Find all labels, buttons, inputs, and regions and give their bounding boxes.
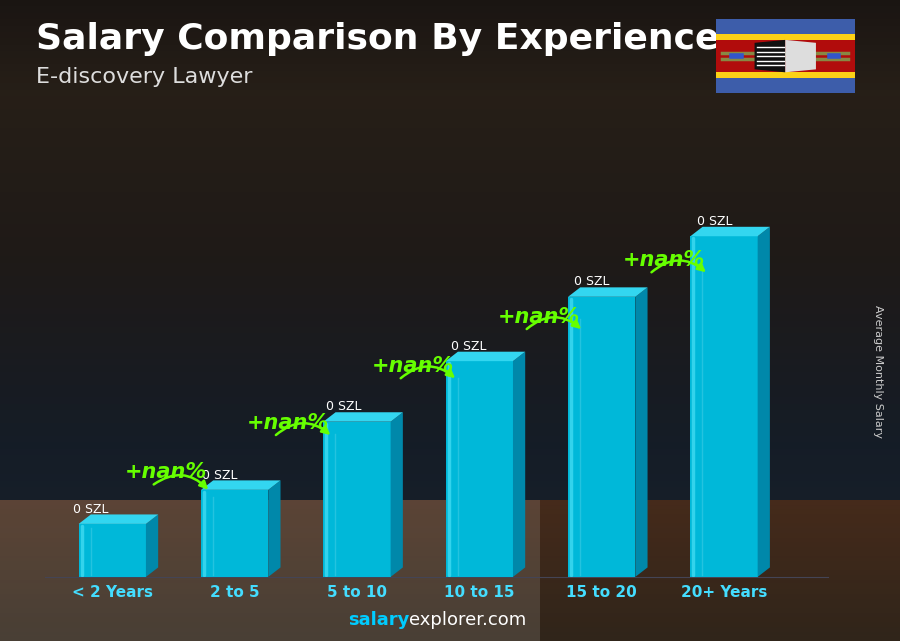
Polygon shape: [268, 480, 281, 577]
Polygon shape: [690, 237, 758, 577]
Bar: [716, 78, 855, 93]
Text: +nan%: +nan%: [372, 356, 454, 376]
Polygon shape: [446, 361, 513, 577]
Polygon shape: [446, 352, 526, 361]
Bar: [716, 34, 855, 40]
Polygon shape: [690, 227, 770, 237]
Bar: [716, 72, 855, 78]
Text: Average Monthly Salary: Average Monthly Salary: [873, 305, 884, 438]
Text: explorer.com: explorer.com: [410, 612, 526, 629]
Polygon shape: [201, 490, 268, 577]
Polygon shape: [635, 287, 647, 577]
Text: +nan%: +nan%: [623, 251, 705, 271]
Text: 0 SZL: 0 SZL: [573, 276, 609, 288]
Text: 0 SZL: 0 SZL: [202, 469, 237, 481]
Bar: [716, 40, 855, 72]
Text: Salary Comparison By Experience: Salary Comparison By Experience: [36, 22, 719, 56]
Text: +nan%: +nan%: [247, 413, 329, 433]
Text: 0 SZL: 0 SZL: [451, 340, 487, 353]
Polygon shape: [323, 412, 403, 422]
Bar: [716, 19, 855, 34]
Text: E-discovery Lawyer: E-discovery Lawyer: [36, 67, 253, 87]
Polygon shape: [78, 515, 158, 524]
Text: salary: salary: [348, 612, 410, 629]
Polygon shape: [323, 422, 391, 577]
Text: +nan%: +nan%: [124, 462, 207, 482]
Polygon shape: [785, 40, 816, 72]
Polygon shape: [568, 287, 647, 297]
Polygon shape: [78, 524, 146, 577]
Text: 0 SZL: 0 SZL: [327, 401, 362, 413]
Text: 0 SZL: 0 SZL: [698, 215, 733, 228]
Polygon shape: [758, 227, 770, 577]
Polygon shape: [754, 40, 785, 72]
Text: +nan%: +nan%: [498, 307, 580, 327]
Polygon shape: [201, 480, 281, 490]
Text: 0 SZL: 0 SZL: [73, 503, 109, 515]
Polygon shape: [146, 515, 158, 577]
Polygon shape: [513, 352, 526, 577]
Polygon shape: [568, 297, 635, 577]
Polygon shape: [391, 412, 403, 577]
